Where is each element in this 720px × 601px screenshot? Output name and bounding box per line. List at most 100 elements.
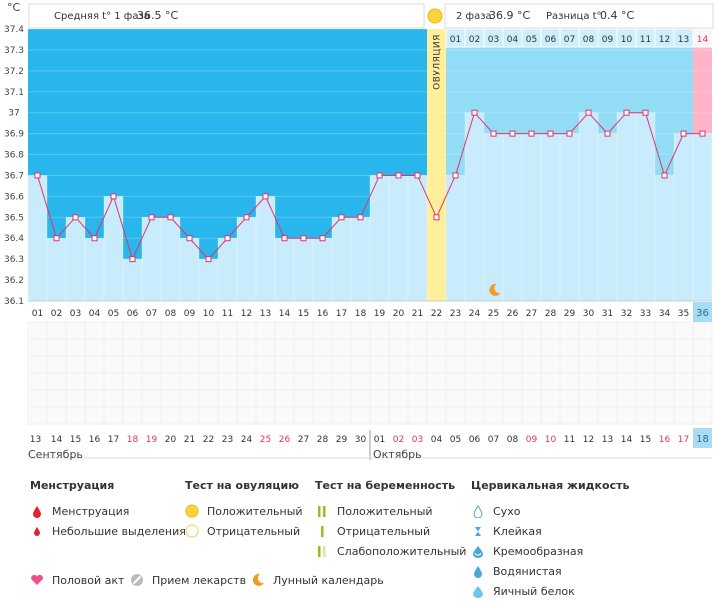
legend-menstruation-title: Менструация [30,479,115,492]
cycle-day-label: 34 [659,309,671,319]
temperature-point[interactable] [110,193,117,200]
temperature-point[interactable] [357,214,364,221]
calendar-date-label: 03 [412,435,423,445]
temperature-point[interactable] [509,130,516,137]
cycle-day-label: 15 [298,309,309,319]
cycle-day-label: 07 [146,309,157,319]
temperature-bar [217,237,238,302]
eggwhite-drop-icon [471,584,485,598]
calendar-date-label: 18 [127,435,139,445]
cycle-day-label: 06 [127,309,139,319]
cycle-day-label: 09 [184,309,196,319]
temperature-point[interactable] [186,235,193,242]
calendar-date-label: 04 [431,435,443,445]
cycle-day-label: 27 [526,309,537,319]
temperature-bar [502,133,523,302]
temperature-bar [654,175,675,302]
temperature-point[interactable] [452,172,459,179]
temperature-bar [407,175,428,302]
y-tick-label: 36.1 [4,297,24,307]
temperature-point[interactable] [699,130,706,137]
temperature-point[interactable] [642,109,649,116]
temperature-point[interactable] [300,235,307,242]
temperature-point[interactable] [34,172,41,179]
legend-ovulation-title: Тест на овуляцию [185,479,299,492]
y-tick-label: 37.3 [4,46,24,56]
dry-drop-icon [471,504,485,518]
temperature-bar [331,217,352,302]
temperature-bar [388,175,409,302]
temperature-point[interactable] [224,235,231,242]
ovulation-label: ОВУЛЯЦИЯ [433,34,443,90]
pill-icon [130,573,144,587]
y-tick-label: 37.2 [4,67,24,77]
temperature-point[interactable] [262,193,269,200]
legend-item-medication: Прием лекарств [130,573,246,587]
temperature-point[interactable] [281,235,288,242]
legend-label-spotting: Небольшие выделения [52,524,186,538]
calendar-date-label: 28 [317,435,329,445]
ovulation-column [427,29,446,301]
temperature-point[interactable] [338,214,345,221]
calendar-date-label: 27 [298,435,309,445]
temperature-point[interactable] [604,130,611,137]
legend-label-watery: Водянистая [493,564,562,578]
temperature-point[interactable] [53,235,60,242]
y-tick-label: 36.4 [4,234,24,244]
temperature-point[interactable] [91,235,98,242]
cycle-day-label: 28 [545,309,557,319]
temperature-point[interactable] [414,172,421,179]
temperature-point[interactable] [547,130,554,137]
cycle-day-label: 24 [469,309,481,319]
legend-label-pregnancy-negative: Отрицательный [337,524,431,538]
temperature-point[interactable] [148,214,155,221]
temperature-point[interactable] [433,214,440,221]
legend-item-moon: Лунный календарь [251,573,384,587]
current-date-cell [693,428,712,448]
cycle-day-label: 17 [336,309,347,319]
temperature-point[interactable] [129,256,136,263]
ovulation-positive-icon [427,8,443,24]
temperature-bar [673,133,694,302]
legend-label-creamy: Кремообразная [493,544,584,558]
temperature-point[interactable] [376,172,383,179]
temperature-point[interactable] [167,214,174,221]
calendar-date-label: 30 [355,435,367,445]
calendar-date-label: 16 [659,435,671,445]
legend-label-pregnancy-positive: Положительный [337,504,433,518]
cycle-day-label: 10 [203,309,215,319]
temperature-point[interactable] [680,130,687,137]
phase2-day-label: 11 [640,35,651,45]
calendar-date-label: 09 [526,435,538,445]
calendar-date-label: 21 [184,435,195,445]
temperature-bar [369,175,390,302]
legend-item-menstruation: Менструация [30,501,186,521]
legend-label-pregnancy-weak: Слабоположительный [337,544,467,558]
calendar-date-label: 22 [203,435,214,445]
cycle-day-label: 26 [507,309,519,319]
temperature-point[interactable] [661,172,668,179]
cycle-day-label: 19 [374,309,386,319]
temperature-point[interactable] [528,130,535,137]
phase2-day-cell [692,28,713,48]
blood-drop-icon [30,504,44,518]
cycle-day-label: 25 [488,309,499,319]
temperature-point[interactable] [395,172,402,179]
temperature-point[interactable] [566,130,573,137]
legend-label-moon: Лунный календарь [273,573,384,587]
temperature-point[interactable] [490,130,497,137]
calendar-date-label: 26 [279,435,291,445]
temperature-point[interactable] [471,109,478,116]
temperature-point[interactable] [205,256,212,263]
phase2-value: 36.9 °C [489,9,530,22]
y-tick-label: 36.5 [4,213,24,223]
temperature-point[interactable] [623,109,630,116]
one-stripe-icon [315,524,329,538]
temperature-point[interactable] [243,214,250,221]
legend-label-intercourse: Половой акт [52,573,125,587]
temperature-point[interactable] [72,214,79,221]
temperature-point[interactable] [585,109,592,116]
calendar-date-label: 17 [678,435,689,445]
temperature-point[interactable] [319,235,326,242]
temperature-bar [198,258,219,302]
